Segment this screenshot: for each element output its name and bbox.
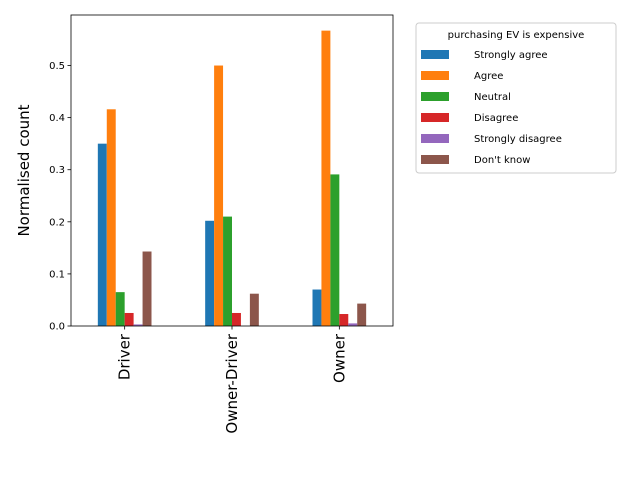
- legend-swatch-strongly-agree: [421, 50, 449, 59]
- y-tick-label: 0.0: [49, 322, 65, 333]
- legend-swatch-neutral: [421, 92, 449, 101]
- legend-label-strongly-disagree: Strongly disagree: [474, 134, 562, 145]
- bars-layer: [97, 30, 367, 326]
- legend-swatch-agree: [421, 71, 449, 80]
- x-axis: Driver Owner-Driver Owner: [116, 326, 348, 434]
- legend-swatch-strongly-disagree: [421, 134, 449, 143]
- bar-owner-driver-disagree: [232, 312, 241, 326]
- bar-driver-agree: [106, 109, 116, 326]
- bar-owner-strongly-agree: [312, 289, 322, 326]
- bar-owner-driver-strongly-agree: [205, 220, 215, 326]
- bar-owner-neutral: [330, 174, 340, 326]
- bar-driver-don-t-know: [142, 251, 152, 326]
- x-tick-label-owner-driver: Owner-Driver: [223, 333, 241, 433]
- legend-items: Strongly agree Agree Neutral Disagree Strong…: [421, 50, 562, 166]
- x-tick-label-owner: Owner: [330, 333, 348, 383]
- legend-label-agree: Agree: [474, 71, 503, 82]
- y-tick-label: 0.5: [49, 61, 65, 72]
- legend-label-don-t-know: Don't know: [474, 155, 530, 166]
- legend-swatch-disagree: [421, 113, 449, 122]
- legend-label-strongly-agree: Strongly agree: [474, 50, 548, 61]
- legend-label-disagree: Disagree: [474, 113, 518, 124]
- bar-owner-driver-neutral: [223, 216, 232, 326]
- plot-frame: [70, 14, 394, 327]
- legend: purchasing EV is expensive Strongly agre…: [415, 22, 617, 174]
- bar-driver-strongly-agree: [97, 143, 107, 326]
- bar-owner-don-t-know: [357, 303, 367, 326]
- y-axis: 0.0 0.1 0.2 0.3 0.4 0.5: [49, 61, 71, 333]
- legend-box: [415, 22, 617, 174]
- bar-owner-driver-agree: [214, 65, 224, 326]
- y-tick-label: 0.3: [49, 165, 65, 176]
- bar-owner-strongly-disagree: [348, 323, 358, 326]
- y-tick-label: 0.2: [49, 217, 65, 228]
- legend-label-neutral: Neutral: [474, 92, 511, 103]
- bar-driver-neutral: [115, 292, 125, 326]
- legend-title: purchasing EV is expensive: [448, 30, 585, 41]
- legend-swatch-don-t-know: [421, 155, 449, 164]
- y-tick-label: 0.1: [49, 269, 65, 280]
- bar-owner-disagree: [339, 314, 349, 326]
- y-tick-label: 0.4: [49, 113, 65, 124]
- bar-driver-disagree: [124, 312, 134, 326]
- x-tick-label-driver: Driver: [116, 333, 134, 380]
- bar-owner-driver-don-t-know: [249, 293, 259, 326]
- bar-driver-strongly-disagree: [133, 324, 143, 326]
- y-axis-title: Normalised count: [15, 104, 33, 236]
- bar-owner-agree: [321, 30, 331, 326]
